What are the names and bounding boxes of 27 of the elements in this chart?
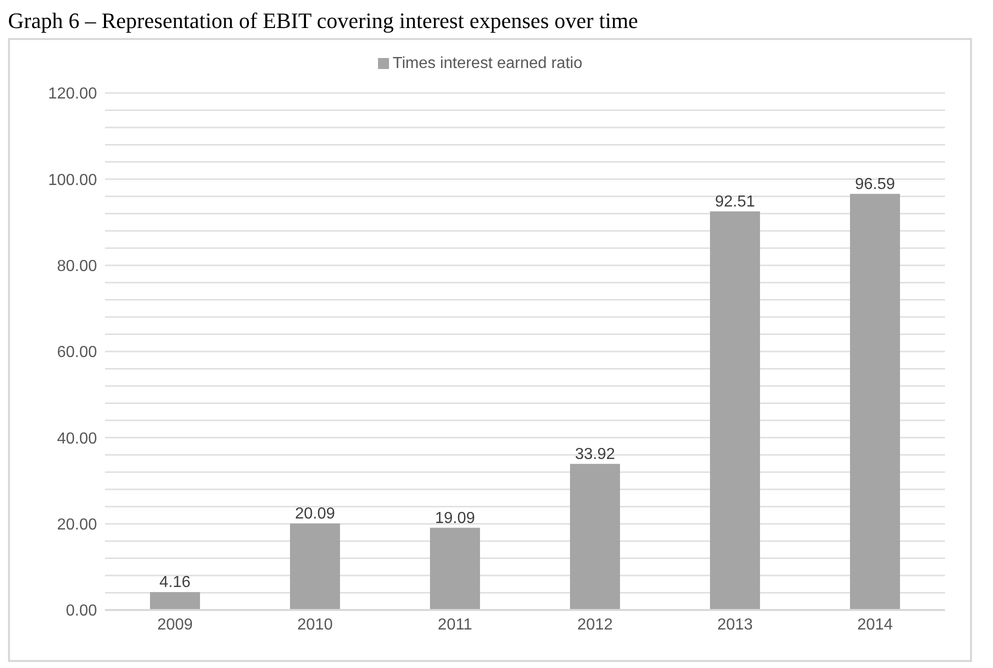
x-tick-label: 2012 bbox=[577, 616, 613, 634]
data-label: 20.09 bbox=[294, 505, 336, 522]
data-label: 92.51 bbox=[714, 193, 756, 210]
bar bbox=[570, 464, 620, 610]
y-tick-label: 100.00 bbox=[48, 172, 98, 189]
x-tick-label: 2010 bbox=[297, 616, 333, 634]
bar bbox=[430, 528, 480, 610]
y-tick-label: 0.00 bbox=[66, 602, 98, 620]
data-label: 4.16 bbox=[159, 574, 191, 592]
legend-label: Times interest earned ratio bbox=[392, 55, 582, 72]
x-tick-label: 2014 bbox=[857, 616, 893, 634]
bar bbox=[850, 194, 900, 610]
bar bbox=[150, 592, 200, 610]
y-tick-label: 20.00 bbox=[56, 516, 98, 534]
y-tick-label: 80.00 bbox=[56, 258, 98, 276]
data-label: 19.09 bbox=[434, 510, 476, 527]
data-label: 33.92 bbox=[574, 446, 616, 463]
data-label: 96.59 bbox=[854, 176, 896, 193]
y-tick-label: 60.00 bbox=[56, 344, 98, 362]
bar bbox=[290, 523, 340, 610]
bar bbox=[710, 211, 760, 610]
x-tick-label: 2011 bbox=[438, 616, 472, 634]
y-tick-label: 120.00 bbox=[48, 86, 98, 103]
y-tick-label: 40.00 bbox=[56, 430, 98, 448]
x-tick-label: 2013 bbox=[717, 616, 753, 634]
x-tick-label: 2009 bbox=[157, 616, 193, 634]
chart-title: Graph 6 – Representation of EBIT covering interest expenses over time bbox=[8, 8, 640, 34]
